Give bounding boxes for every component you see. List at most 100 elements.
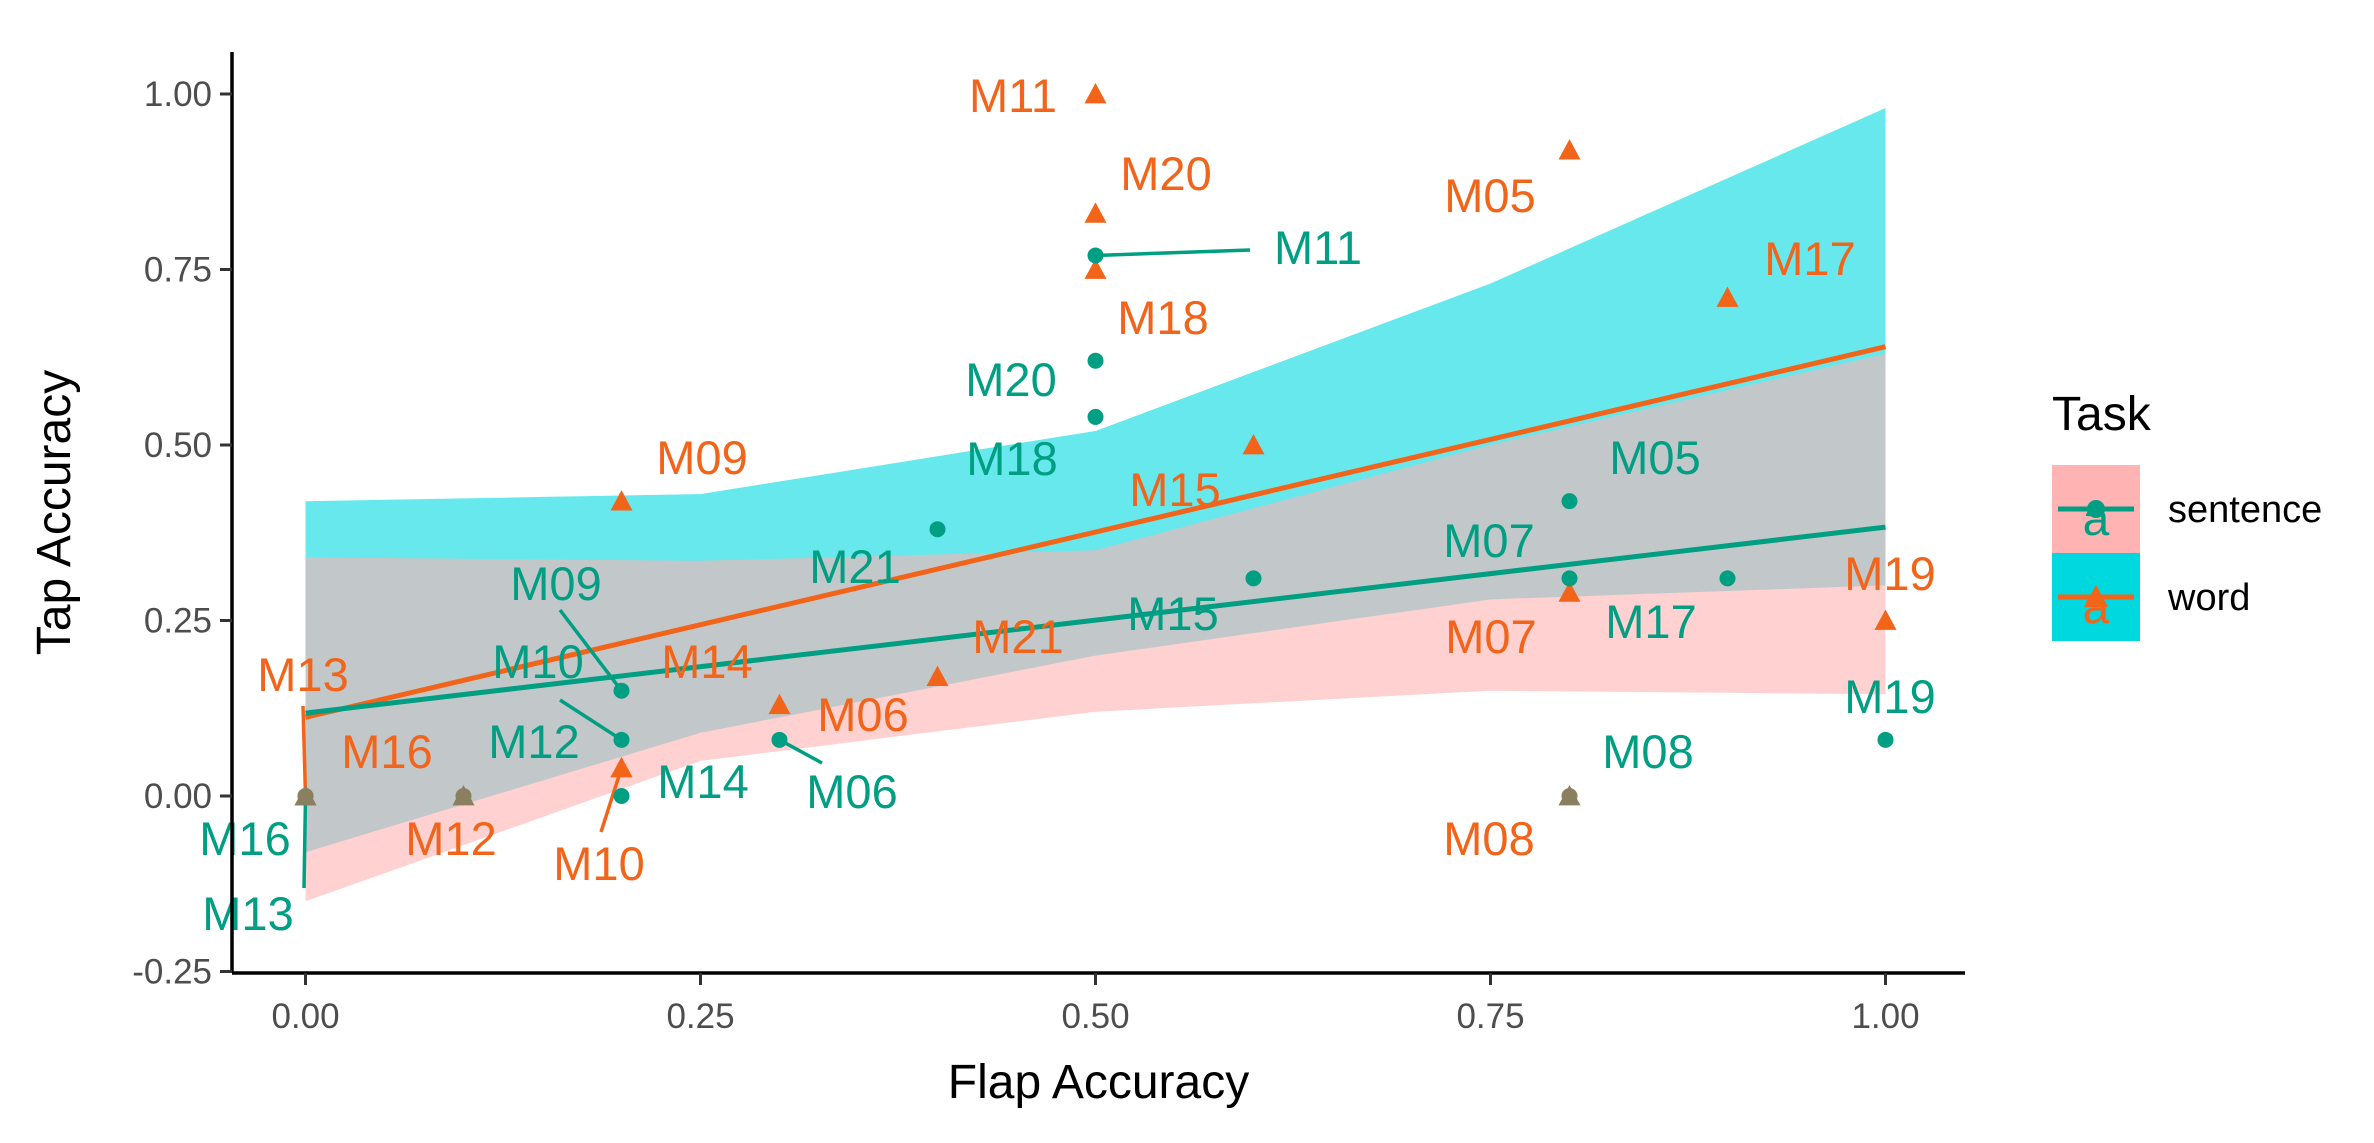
- sentence-label-m09: M09: [510, 557, 601, 610]
- sentence-point-m09: [613, 682, 630, 699]
- word-point-m05: [1558, 139, 1581, 160]
- word-label-m08: M08: [1443, 812, 1534, 865]
- sentence-leader-m06: [778, 738, 823, 765]
- x-axis-title: Flap Accuracy: [948, 1056, 1249, 1109]
- word-point-m18: [1084, 258, 1107, 279]
- sentence-label-m20: M20: [965, 353, 1056, 406]
- sentence-point-m13: [297, 788, 314, 804]
- word-label-m19: M19: [1844, 547, 1935, 600]
- x-tick-label-0: 0.00: [271, 997, 339, 1036]
- word-label-m06: M06: [817, 688, 908, 741]
- y-tick-label-1: 0.00: [144, 777, 212, 816]
- word-label-m21: M21: [972, 610, 1063, 663]
- sentence-point-m15: [1245, 570, 1262, 587]
- legend-glyph-word: a: [2083, 581, 2110, 634]
- y-tick-label-4: 0.75: [144, 251, 212, 290]
- x-tick-label-2: 0.50: [1061, 997, 1129, 1036]
- word-label-m14: M14: [661, 635, 752, 688]
- word-point-m15: [1242, 434, 1265, 455]
- sentence-point-m10: [613, 731, 630, 748]
- legend-label-sentence: sentence: [2168, 489, 2322, 531]
- word-leader-m13: [301, 705, 308, 797]
- data-points: [294, 83, 1897, 806]
- sentence-label-m11: M11: [1274, 221, 1362, 274]
- sentence-label-m05: M05: [1609, 431, 1700, 484]
- sentence-label-m16: M16: [199, 812, 290, 865]
- sentence-label-m10: M10: [492, 635, 583, 688]
- sentence-leader-m10: [559, 698, 623, 742]
- sentence-label-m21: M21: [809, 540, 900, 593]
- word-point-m20: [1084, 202, 1107, 223]
- sentence-point-m11: [1087, 247, 1104, 264]
- word-point-m07: [1558, 581, 1581, 602]
- word-point-m11: [1084, 83, 1107, 104]
- word-label-m05: M05: [1444, 169, 1535, 222]
- sentence-label-m15: M15: [1127, 587, 1218, 640]
- sentence-label-m12: M12: [488, 715, 579, 768]
- word-point-m21: [926, 665, 949, 687]
- sentence-label-m13: M13: [202, 887, 293, 940]
- sentence-confidence-band: [305, 353, 1886, 902]
- y-tick-label-2: 0.25: [144, 602, 212, 641]
- sentence-regression-line: [305, 524, 1886, 716]
- word-point-m06: [768, 693, 791, 715]
- sentence-label-m17: M17: [1605, 595, 1696, 648]
- sentence-label-m14: M14: [657, 755, 748, 808]
- legend-marker-sentence: [2087, 500, 2105, 518]
- word-label-m07: M07: [1445, 610, 1536, 663]
- word-label-m16: M16: [341, 725, 432, 778]
- word-point-m17: [1716, 286, 1739, 307]
- word-label-m12: M12: [405, 812, 496, 865]
- y-axis-title: Tap Accuracy: [28, 370, 81, 655]
- sentence-point-m21: [929, 521, 946, 538]
- legend-title: Task: [2052, 388, 2152, 441]
- legend-glyph-sentence: a: [2083, 493, 2110, 546]
- sentence-label-m06: M06: [806, 765, 897, 818]
- sentence-point-m14: [613, 788, 630, 804]
- y-tick-label-3: 0.50: [144, 426, 212, 465]
- x-tick-label-4: 1.00: [1851, 997, 1919, 1036]
- x-tick-label-1: 0.25: [666, 997, 734, 1036]
- word-label-m11: M11: [969, 69, 1057, 122]
- confidence-bands: [305, 108, 1886, 902]
- word-label-m09: M09: [656, 431, 747, 484]
- sentence-leader-m13: [302, 795, 308, 889]
- word-label-m15: M15: [1129, 463, 1220, 516]
- word-leader-m10: [599, 767, 624, 833]
- legend-marker-word: [2084, 585, 2108, 607]
- sentence-point-m20: [1087, 352, 1104, 369]
- word-label-m18: M18: [1117, 291, 1208, 344]
- sentence-point-m19: [1877, 731, 1894, 748]
- axes: 0.00 0.25 0.50 0.75 1.00 -0.25 0.00 0.25 0.50 0.7…: [28, 52, 1965, 1109]
- sentence-label-m19: M19: [1844, 670, 1935, 723]
- word-label-m10: M10: [553, 837, 644, 890]
- label-leader-lines: [301, 248, 1251, 889]
- sentence-point-m18: [1087, 408, 1104, 425]
- sentence-point-m07: [1561, 570, 1578, 587]
- sentence-point-m12: [455, 788, 472, 804]
- sentence-leader-m11: [1095, 248, 1251, 258]
- sentence-label-m18: M18: [966, 432, 1057, 485]
- word-label-m17: M17: [1764, 232, 1855, 285]
- sentence-point-m08: [1561, 788, 1578, 804]
- regression-lines: [304, 344, 1887, 720]
- word-regression-line: [304, 344, 1887, 720]
- x-tick-label-3: 0.75: [1456, 997, 1524, 1036]
- legend: Task a sentence a word: [2052, 388, 2322, 641]
- word-label-m13: M13: [257, 648, 348, 701]
- sentence-label-m08: M08: [1602, 725, 1693, 778]
- sentence-point-m17: [1719, 570, 1736, 587]
- legend-label-word: word: [2167, 577, 2250, 619]
- word-point-m19: [1874, 609, 1897, 630]
- word-label-m20: M20: [1120, 147, 1211, 200]
- sentence-leader-m09: [558, 608, 623, 692]
- y-tick-label-5: 1.00: [144, 75, 212, 114]
- y-tick-label-0: -0.25: [132, 953, 212, 992]
- word-point-m09: [610, 490, 633, 511]
- sentence-point-m06: [771, 731, 788, 748]
- word-point-m14: [610, 756, 633, 778]
- sentence-point-m05: [1561, 493, 1578, 510]
